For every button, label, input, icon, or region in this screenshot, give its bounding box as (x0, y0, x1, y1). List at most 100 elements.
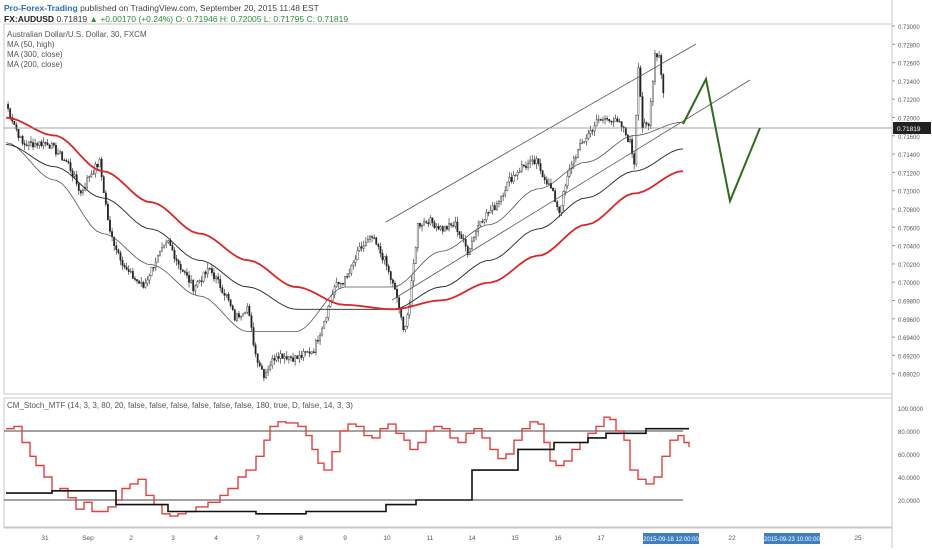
candle-body (466, 246, 469, 255)
candle-body (248, 306, 251, 316)
candle-body (217, 276, 220, 280)
candle-body (67, 161, 70, 163)
candle-body (439, 226, 442, 230)
candle-body (629, 139, 631, 143)
candle-body (344, 276, 346, 285)
stoch-axis-label: 40.0000 (898, 476, 920, 482)
candle-body (337, 282, 340, 285)
candle-body (140, 282, 143, 284)
candle-body (75, 174, 78, 185)
channel-lower-line (391, 79, 751, 301)
price-tick-label: 0.71400 (898, 153, 920, 159)
candle-body (581, 142, 584, 144)
candle-body (400, 309, 403, 318)
candle-body (448, 223, 450, 230)
candle-body (285, 356, 288, 360)
symbol-quote: FX:AUDUSD 0.71819 ▲ +0.00170 (+0.24%) O:… (4, 14, 348, 24)
price-tick-label: 0.69800 (898, 300, 920, 306)
candle-body (537, 158, 540, 164)
candle-body (525, 165, 527, 168)
candle-body (302, 351, 305, 358)
candle-body (208, 268, 211, 270)
time-tick-label: 31 (41, 535, 49, 542)
time-highlight-box (643, 533, 699, 544)
candle-body (533, 159, 536, 164)
candle-body (531, 159, 534, 162)
time-tick-label: 17 (597, 535, 605, 542)
candle-body (165, 242, 168, 246)
open-value: O: 0.71946 (175, 14, 218, 24)
price-change: ▲ +0.00170 (+0.24%) (89, 14, 174, 24)
candle-body (73, 174, 76, 177)
candle-body (616, 118, 619, 122)
candle-body (487, 212, 490, 214)
candle-body (402, 317, 405, 331)
candle-body (173, 250, 176, 259)
candle-body (431, 217, 434, 223)
time-highlight-box (764, 533, 820, 544)
candle-body (277, 356, 280, 359)
price-tick-label: 0.70400 (898, 245, 920, 251)
candle-body (27, 141, 30, 146)
candle-body (144, 282, 147, 288)
candle-body (552, 188, 554, 191)
time-tick-label: 22 (728, 535, 736, 542)
candle-body (635, 115, 638, 165)
candle-body (358, 246, 361, 251)
candle-body (589, 130, 592, 134)
candle-body (491, 205, 494, 211)
candle-body (566, 176, 569, 186)
candle-body (335, 282, 338, 287)
candle-body (44, 142, 47, 144)
candle-body (161, 247, 163, 252)
time-highlight-label: 2015-09-18 12:00:00 (643, 537, 699, 543)
candle-body (381, 253, 384, 261)
candle-body (13, 121, 16, 125)
candle-body (608, 119, 611, 122)
candle-body (46, 142, 49, 146)
candle-body (269, 365, 272, 370)
price-tick-label: 0.69020 (898, 373, 920, 379)
candle-body (406, 314, 409, 327)
candle-body (146, 279, 149, 284)
time-tick-label: 7 (256, 535, 260, 542)
candle-body (181, 269, 184, 272)
candle-body (177, 260, 180, 265)
publisher-name[interactable]: Pro-Forex-Trading (4, 3, 78, 13)
candle-body (624, 127, 627, 136)
legend-symbol: Australian Dollar/U.S. Dollar, 30, FXCM (7, 30, 147, 39)
candle-body (238, 313, 240, 318)
candle-body (171, 245, 174, 251)
candle-body (294, 355, 297, 362)
candle-body (296, 355, 299, 359)
last-price: 0.71819 (56, 14, 88, 24)
candle-body (651, 81, 654, 103)
candle-body (48, 144, 51, 149)
time-highlight-label: 2015-09-23 10:00:00 (764, 537, 820, 543)
candle-body (489, 209, 492, 214)
candle-body (298, 355, 301, 359)
price-tick-label: 0.72200 (898, 98, 920, 104)
candle-body (346, 276, 349, 278)
candle-body (323, 321, 326, 329)
candle-body (579, 143, 581, 150)
candle-body (198, 280, 201, 283)
candle-body (77, 183, 80, 191)
candle-body (221, 287, 224, 294)
candle-body (213, 272, 215, 280)
candle-body (545, 179, 548, 185)
candle-body (136, 279, 138, 282)
price-tick-label: 0.69200 (898, 354, 920, 360)
candle-body (38, 141, 41, 146)
candle-body (656, 53, 658, 58)
candle-body (564, 185, 567, 192)
candle-body (235, 313, 238, 321)
candle-body (200, 280, 203, 282)
candle-body (452, 225, 455, 227)
candle-body (290, 356, 292, 358)
candle-body (169, 240, 172, 246)
candle-body (107, 203, 109, 221)
candle-body (498, 201, 500, 204)
candle-body (485, 212, 488, 221)
